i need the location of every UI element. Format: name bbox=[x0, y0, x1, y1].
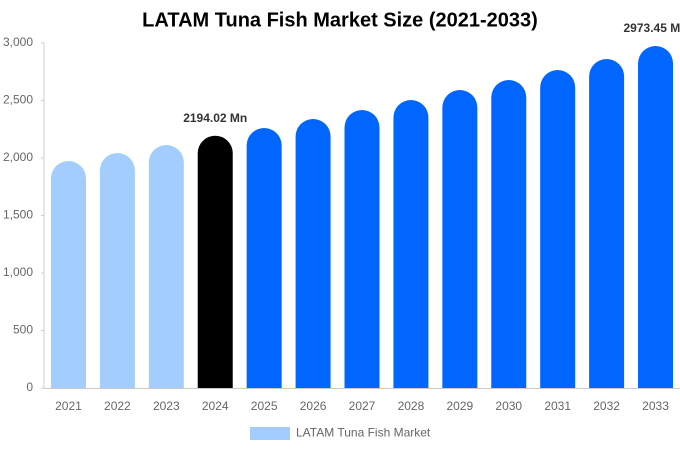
bar bbox=[344, 110, 380, 389]
legend-swatch bbox=[250, 427, 290, 440]
x-tick-label: 2033 bbox=[642, 399, 669, 413]
y-tick-label: 2,500 bbox=[3, 93, 33, 107]
x-tick-label: 2023 bbox=[153, 399, 180, 413]
x-tick-label: 2027 bbox=[349, 399, 376, 413]
y-tick-label: 1,500 bbox=[3, 208, 33, 222]
bar bbox=[295, 119, 331, 388]
bar bbox=[50, 160, 86, 388]
y-tick-label: 3,000 bbox=[3, 35, 33, 49]
y-tick-label: 1,000 bbox=[3, 265, 33, 279]
x-tick-label: 2024 bbox=[202, 399, 229, 413]
bar bbox=[246, 127, 282, 388]
x-tick-label: 2021 bbox=[55, 399, 82, 413]
bar bbox=[638, 46, 674, 388]
x-tick-label: 2025 bbox=[251, 399, 278, 413]
bar bbox=[589, 58, 625, 388]
bar bbox=[491, 80, 527, 388]
x-tick-label: 2022 bbox=[104, 399, 131, 413]
y-tick-label: 0 bbox=[26, 380, 33, 394]
x-tick-label: 2029 bbox=[446, 399, 473, 413]
bar bbox=[99, 153, 135, 388]
x-tick-label: 2028 bbox=[398, 399, 425, 413]
y-tick-label: 2,000 bbox=[3, 150, 33, 164]
bar bbox=[442, 90, 478, 388]
bar bbox=[148, 145, 184, 388]
x-tick-label: 2032 bbox=[593, 399, 620, 413]
x-tick-label: 2030 bbox=[495, 399, 522, 413]
bar bbox=[197, 135, 233, 388]
data-label: 2973.45 Mn bbox=[624, 21, 680, 35]
legend-label: LATAM Tuna Fish Market bbox=[296, 426, 431, 440]
bar bbox=[540, 70, 576, 389]
y-tick-label: 500 bbox=[13, 323, 33, 337]
bar bbox=[393, 100, 429, 388]
x-tick-label: 2026 bbox=[300, 399, 327, 413]
x-tick-label: 2031 bbox=[544, 399, 571, 413]
chart-title: LATAM Tuna Fish Market Size (2021-2033) bbox=[142, 9, 538, 31]
data-label: 2194.02 Mn bbox=[183, 111, 247, 125]
